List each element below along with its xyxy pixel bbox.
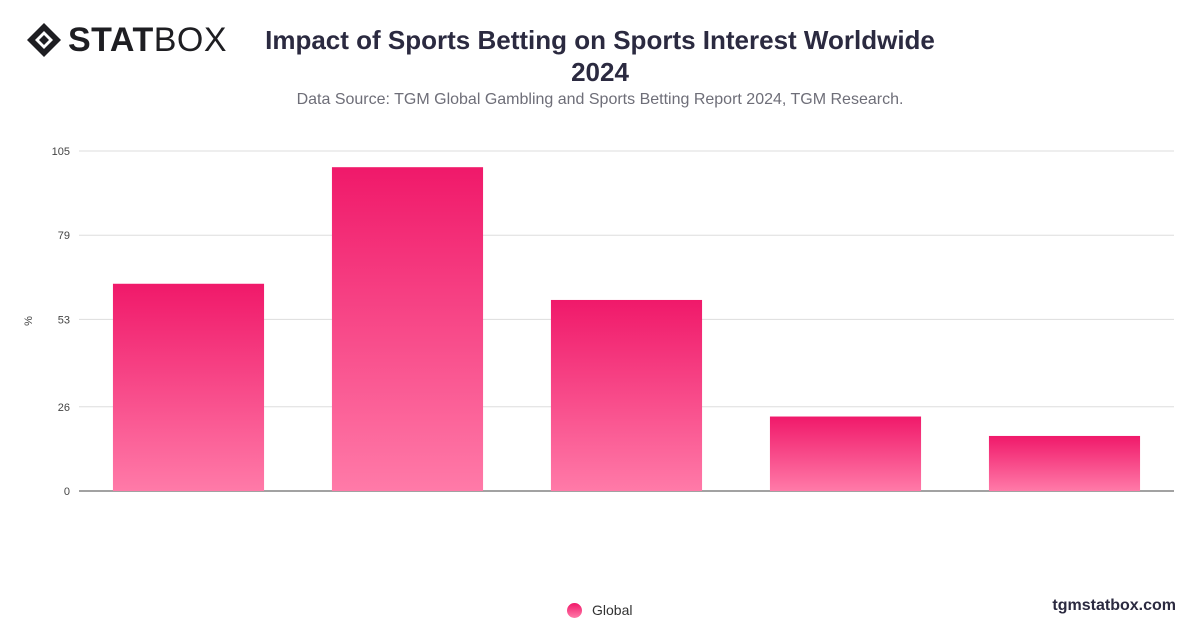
y-tick-label: 79 (58, 230, 70, 242)
logo-light-text: BOX (153, 21, 228, 59)
brand-logo: STATBOX (26, 22, 227, 58)
bar[interactable] (988, 435, 1141, 491)
y-axis-label: % (23, 316, 35, 326)
chart-title-line2: 2024 (571, 57, 629, 87)
y-tick-label: 26 (58, 402, 70, 414)
chart-title-line1: Impact of Sports Betting on Sports Inter… (265, 25, 935, 55)
y-axis: 0 26 53 79 105% (23, 146, 70, 498)
bar[interactable] (112, 283, 265, 491)
logo-wordmark: STATBOX (68, 22, 227, 58)
legend-label[interactable]: Global (592, 602, 633, 618)
legend-swatch[interactable] (567, 602, 582, 618)
y-tick-label: 105 (52, 146, 70, 158)
diamond-logo-icon (27, 23, 61, 57)
chart-title: Impact of Sports Betting on Sports Inter… (200, 24, 1000, 88)
y-tick-label: 0 (64, 486, 70, 498)
y-tick-label: 53 (58, 314, 70, 326)
bar[interactable] (769, 416, 922, 491)
chart-subtitle: Data Source: TGM Global Gambling and Spo… (296, 91, 904, 108)
bar[interactable] (331, 167, 484, 491)
bars (112, 167, 1141, 491)
bar[interactable] (550, 299, 703, 491)
logo-bold-text: STAT (68, 21, 154, 59)
site-url[interactable]: tgmstatbox.com (1052, 597, 1176, 614)
legend: Global (567, 602, 632, 618)
